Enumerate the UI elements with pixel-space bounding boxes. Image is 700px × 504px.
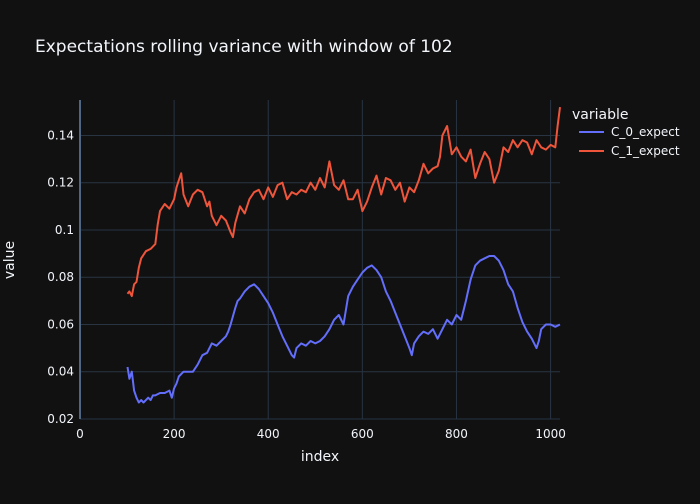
y-tick-label: 0.06 bbox=[47, 317, 74, 331]
x-tick-label: 200 bbox=[163, 427, 186, 441]
legend-item-c1[interactable]: C_1_expect bbox=[579, 144, 680, 158]
y-tick-label: 0.12 bbox=[47, 176, 74, 190]
y-tick-label: 0.04 bbox=[47, 365, 74, 379]
y-tick-label: 0.1 bbox=[55, 223, 74, 237]
x-tick-label: 800 bbox=[445, 427, 468, 441]
legend-label-c1: C_1_expect bbox=[611, 144, 680, 158]
grid bbox=[79, 100, 560, 420]
series-line-c-1-expect[interactable] bbox=[126, 106, 561, 298]
legend[interactable]: variable C_0_expect C_1_expect bbox=[572, 107, 680, 158]
y-axis-label: value bbox=[2, 241, 18, 279]
y-tick-label: 0.14 bbox=[47, 128, 74, 142]
y-tick-label: 0.02 bbox=[47, 412, 74, 426]
y-tick-label: 0.08 bbox=[47, 270, 74, 284]
x-tick-label: 1000 bbox=[535, 427, 566, 441]
legend-title: variable bbox=[572, 107, 628, 123]
x-tick-label: 600 bbox=[351, 427, 374, 441]
chart-title: Expectations rolling variance with windo… bbox=[35, 37, 453, 57]
x-axis-label: index bbox=[301, 449, 339, 465]
x-tick-label: 400 bbox=[257, 427, 280, 441]
x-tick-label: 0 bbox=[76, 427, 84, 441]
series-lines bbox=[126, 106, 561, 404]
series-line-c-0-expect[interactable] bbox=[126, 255, 561, 404]
axis-ticks: 0.02 0.04 0.06 0.08 0.1 0.12 0.14 0 200 400 600 800… bbox=[47, 128, 566, 441]
legend-label-c0: C_0_expect bbox=[611, 125, 680, 139]
legend-item-c0[interactable]: C_0_expect bbox=[579, 125, 680, 139]
